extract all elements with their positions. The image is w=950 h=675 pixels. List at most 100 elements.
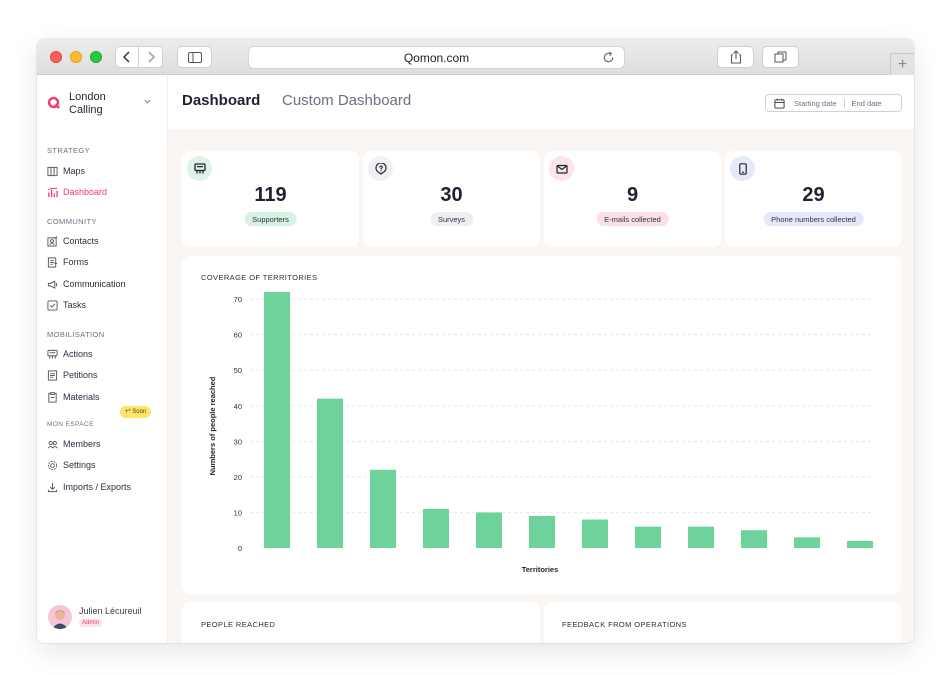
sidebar-item-maps[interactable]: Maps	[47, 163, 85, 179]
y-tick-label: 70	[234, 295, 242, 304]
sidebar-item-label: Forms	[63, 257, 89, 267]
sidebar-item-contacts[interactable]: Contacts	[47, 233, 99, 249]
tab-dashboard[interactable]: Dashboard	[182, 92, 261, 109]
stat-value: 9	[626, 184, 639, 206]
stat-label: E-mails collected	[596, 212, 669, 226]
sidebar-item-label: Actions	[63, 349, 93, 359]
bar	[476, 512, 502, 548]
sidebar-item-settings[interactable]: Settings	[47, 457, 96, 473]
date-separator	[843, 98, 845, 108]
sidebar-item-label: Imports / Exports	[63, 482, 132, 492]
stat-icon-badge	[187, 156, 212, 181]
start-date-field[interactable]: Starting date	[794, 98, 837, 108]
y-tick-label: 10	[234, 508, 242, 517]
sidebar-item-imports-exports[interactable]: Imports / Exports	[47, 479, 131, 495]
avatar-portrait-icon	[52, 610, 68, 629]
sidebar-item-label: Tasks	[63, 300, 87, 310]
stat-value: 119	[254, 184, 287, 206]
end-date-field[interactable]: End date	[851, 98, 882, 108]
section-title-strategy: STRATEGY	[47, 146, 91, 155]
new-tab-button[interactable]: +	[890, 53, 914, 75]
soon-badge: +* Soon	[120, 406, 151, 418]
sidebar-item-label: Settings	[63, 460, 96, 470]
stat-icon-badge	[730, 156, 755, 181]
sidebar-item-members[interactable]: Members	[47, 436, 101, 452]
sidebar-item-petitions[interactable]: Petitions	[47, 367, 98, 383]
forward-button[interactable]	[139, 46, 163, 68]
bar	[794, 537, 820, 548]
tab-custom-dashboard[interactable]: Custom Dashboard	[282, 92, 412, 109]
stat-card-phone-numbers[interactable]: 29 Phone numbers collected	[725, 151, 902, 247]
y-tick-label: 0	[238, 544, 242, 553]
bar	[264, 292, 290, 548]
header: Dashboard Custom Dashboard Starting date…	[168, 75, 914, 129]
sidebar-item-forms[interactable]: Forms	[47, 254, 89, 270]
bar	[635, 526, 661, 548]
chevron-down-icon	[144, 99, 151, 104]
share-button[interactable]	[717, 46, 754, 68]
flag-icon	[47, 349, 58, 359]
bar	[317, 398, 343, 548]
stat-card-emails[interactable]: 9 E-mails collected	[544, 151, 721, 247]
y-tick-label: 60	[234, 331, 242, 340]
clipboard-icon	[48, 391, 57, 403]
address-bar[interactable]: Qomon.com	[248, 46, 625, 69]
flag-icon	[193, 162, 206, 173]
coverage-panel: COVERAGE OF TERRITORIES 0 10 20 30 40 50 60 70 T…	[182, 256, 901, 594]
map-icon	[47, 166, 58, 176]
sidebar-item-label: Dashboard	[63, 187, 108, 197]
stat-icon-badge	[549, 156, 574, 181]
checkbox-icon	[47, 299, 58, 311]
main-content: Dashboard Custom Dashboard Starting date…	[168, 75, 914, 643]
plus-icon: +	[897, 55, 908, 73]
sidebar-item-tasks[interactable]: Tasks	[47, 297, 86, 313]
organization-switcher[interactable]: London Calling	[47, 91, 151, 117]
organization-name: London Calling	[69, 91, 106, 116]
sidebar-item-label: Maps	[63, 166, 86, 176]
reload-icon[interactable]	[601, 50, 616, 65]
bar	[370, 469, 396, 548]
stat-value: 30	[440, 184, 463, 206]
sidebar-toggle-button[interactable]	[177, 46, 212, 68]
sidebar-icon	[187, 51, 202, 63]
bar	[582, 519, 608, 548]
user-profile[interactable]: Julien Lécureuil Admin	[48, 605, 142, 629]
y-tick-label: 30	[234, 437, 242, 446]
question-icon	[374, 162, 387, 175]
stat-icon-badge	[368, 156, 393, 181]
sidebar-item-label: Communication	[63, 279, 126, 289]
bar	[847, 540, 873, 548]
stat-card-supporters[interactable]: 119 Supporters	[182, 151, 359, 247]
date-range-picker[interactable]: Starting date End date	[765, 94, 902, 112]
close-window-button[interactable]	[50, 51, 62, 63]
coverage-bar-chart: 0 10 20 30 40 50 60 70 Territories Numbers of peo…	[208, 292, 873, 574]
section-title-community: COMMUNITY	[47, 217, 97, 226]
sidebar-item-label: Contacts	[63, 236, 99, 246]
sidebar-item-communication[interactable]: Communication	[47, 276, 126, 292]
stat-value: 29	[802, 184, 825, 206]
form-icon	[47, 256, 58, 268]
stat-label: Supporters	[244, 212, 297, 226]
minimize-window-button[interactable]	[70, 51, 82, 63]
tabs-icon	[774, 51, 787, 63]
chart-icon	[47, 187, 58, 197]
bar	[423, 508, 449, 548]
share-icon	[730, 50, 741, 64]
phone-icon	[738, 162, 747, 175]
bar	[688, 526, 714, 548]
sidebar-item-materials[interactable]: Materials	[47, 389, 100, 405]
document-icon	[47, 369, 58, 381]
sidebar-item-label: Materials	[63, 392, 100, 402]
sidebar-item-dashboard[interactable]: Dashboard	[47, 184, 107, 200]
tabs-overview-button[interactable]	[762, 46, 799, 68]
maximize-window-button[interactable]	[90, 51, 102, 63]
stat-label: Surveys	[429, 212, 474, 226]
panel-title: COVERAGE OF TERRITORIES	[201, 273, 318, 282]
bar	[529, 516, 555, 548]
chevron-left-icon	[122, 51, 130, 63]
url-text: Qomon.com	[403, 50, 470, 65]
stat-card-surveys[interactable]: 30 Surveys	[363, 151, 540, 247]
sidebar-item-actions[interactable]: Actions	[47, 346, 93, 362]
back-button[interactable]	[115, 46, 139, 68]
gear-icon	[47, 460, 58, 470]
